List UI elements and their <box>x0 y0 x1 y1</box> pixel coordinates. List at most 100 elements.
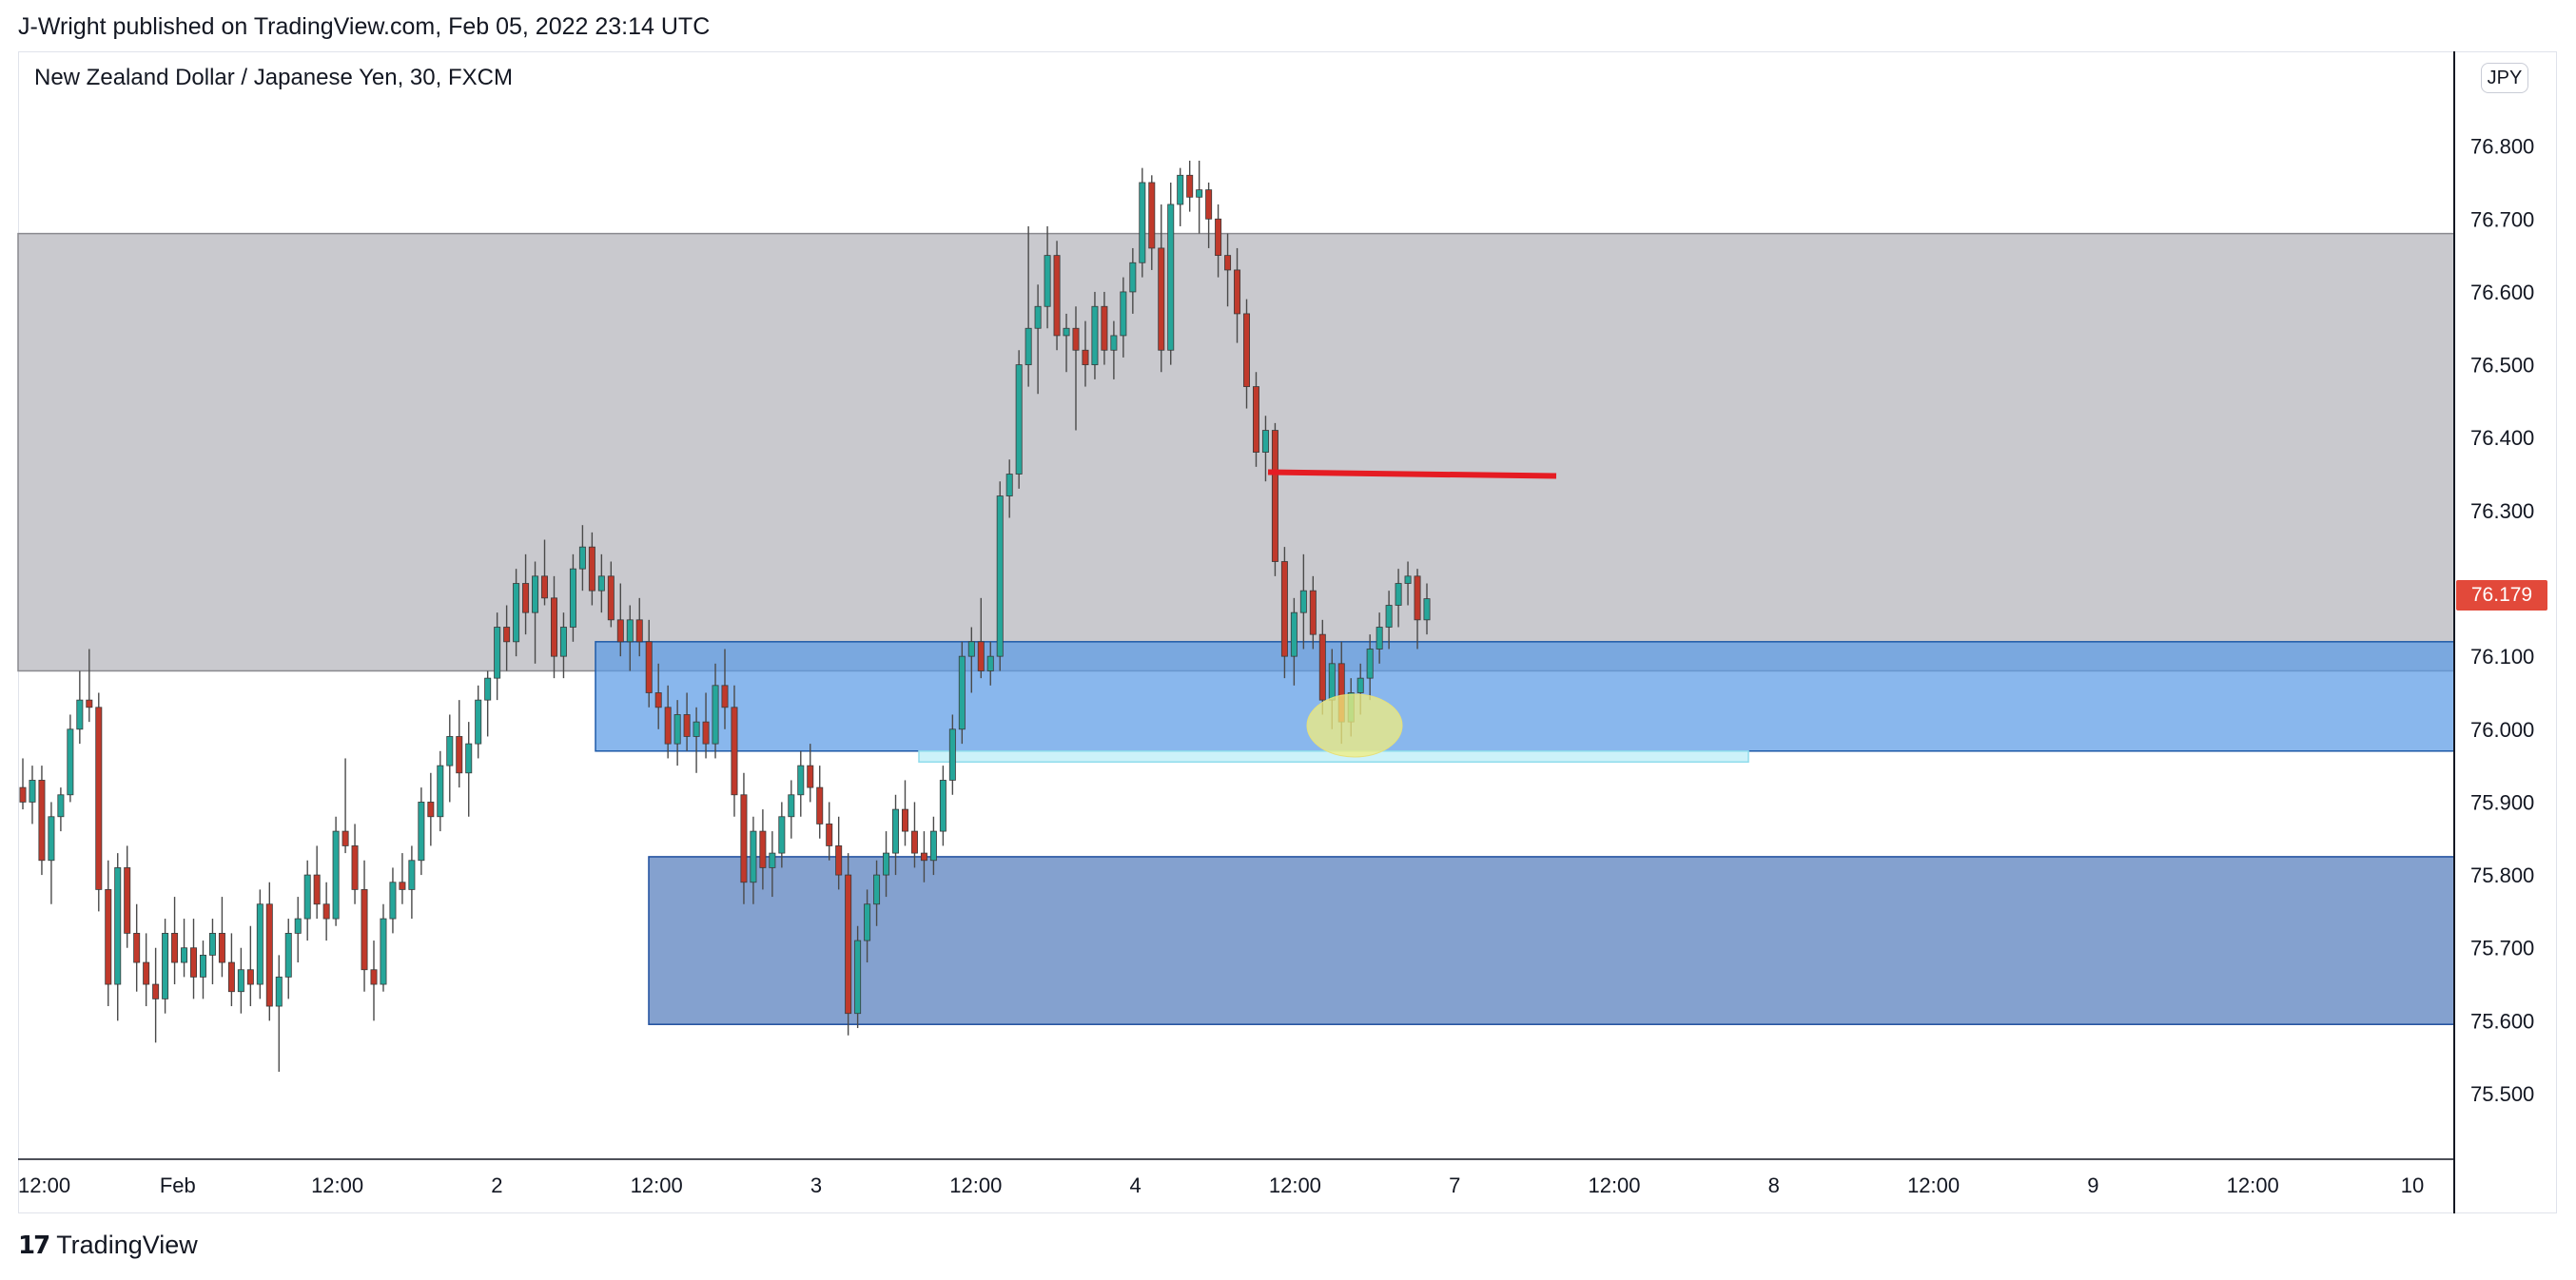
candle <box>503 605 511 671</box>
candle-body <box>475 699 482 745</box>
candle-body <box>996 495 1004 657</box>
candle <box>645 619 653 708</box>
time-tick-label: 12:00 <box>631 1173 683 1197</box>
candle <box>105 860 112 1007</box>
time-tick-label: 2 <box>491 1173 502 1197</box>
candle <box>86 649 93 723</box>
candle-body <box>788 794 795 818</box>
candle <box>275 955 283 1073</box>
candle <box>1224 233 1232 307</box>
horizontal-marker-line <box>1267 469 1557 479</box>
candle-body <box>1167 204 1175 351</box>
candle-body <box>845 874 852 1015</box>
candle <box>322 882 330 941</box>
candle <box>1318 619 1326 715</box>
time-tick-label: 12:00 <box>949 1173 1002 1197</box>
candle-body <box>1025 327 1032 365</box>
candle <box>256 889 263 999</box>
candle-body <box>370 969 378 985</box>
candle-body <box>1158 247 1165 351</box>
candle-body <box>597 575 605 592</box>
candle-body <box>673 714 681 745</box>
candle <box>873 860 881 926</box>
candle-body <box>578 546 586 570</box>
candle <box>578 525 586 592</box>
candle-body <box>986 655 994 671</box>
candle <box>1309 575 1317 650</box>
candle <box>1376 612 1383 664</box>
candle-body <box>162 933 169 999</box>
time-tick-label: 12:00 <box>311 1173 363 1197</box>
price-tick-label: 75.700 <box>2470 937 2534 960</box>
candle <box>389 867 397 934</box>
candle <box>408 845 416 920</box>
time-tick-label: 7 <box>1449 1173 1460 1197</box>
candle <box>901 780 908 846</box>
candle <box>1005 459 1013 518</box>
candle <box>654 663 662 729</box>
candle-body <box>901 808 908 832</box>
candle <box>152 947 160 1043</box>
candle-body <box>712 685 719 745</box>
candle-body <box>342 830 349 846</box>
candle-body <box>143 961 150 985</box>
candle <box>1186 160 1194 212</box>
candle <box>380 903 387 992</box>
candle <box>143 933 150 1007</box>
candle <box>67 714 74 803</box>
candle-body <box>446 736 454 766</box>
candle-body <box>1234 269 1241 315</box>
candle-body <box>1356 677 1364 693</box>
candle <box>845 853 852 1036</box>
candle-body <box>1423 598 1431 621</box>
candle <box>1167 182 1175 365</box>
candles-layer <box>19 160 1431 1073</box>
candle <box>616 583 624 657</box>
candle <box>826 802 833 861</box>
candle-body <box>1376 627 1383 650</box>
candle-body <box>559 627 567 657</box>
candle <box>948 714 956 795</box>
candle-body <box>208 933 216 956</box>
candle-body <box>1252 386 1259 453</box>
candle <box>494 612 501 701</box>
candle-body <box>380 918 387 985</box>
currency-badge[interactable]: JPY <box>2481 63 2528 93</box>
candle-body <box>1385 605 1393 628</box>
candle <box>1120 277 1127 358</box>
candle <box>929 816 937 876</box>
candle-body <box>1366 649 1374 679</box>
candle <box>57 787 65 832</box>
candle <box>19 758 27 810</box>
candle <box>1271 422 1278 576</box>
candle <box>607 561 615 628</box>
footer-brand[interactable]: 17 TradingView <box>18 1231 198 1260</box>
candle <box>332 816 340 926</box>
candle-body <box>437 765 444 818</box>
candle-body <box>503 627 511 643</box>
price-tick-label: 75.900 <box>2470 790 2534 814</box>
candle-body <box>1053 255 1061 337</box>
candle-body <box>759 830 767 868</box>
candle-body <box>1091 305 1099 365</box>
candle <box>246 925 254 1007</box>
candle <box>1034 284 1042 395</box>
candle-body <box>1034 305 1042 329</box>
last-price-tag: 76.179 <box>2456 580 2547 611</box>
demand-zone-upper <box>595 641 2455 752</box>
candle <box>626 605 634 671</box>
candle-body <box>152 983 160 999</box>
candle <box>418 787 425 876</box>
candle-body <box>1414 575 1421 621</box>
price-tick-label: 76.400 <box>2470 426 2534 450</box>
candle <box>532 561 539 664</box>
candle-body <box>284 933 292 978</box>
candle <box>1053 241 1061 351</box>
candle-body <box>920 852 927 862</box>
candle <box>265 882 273 1021</box>
candle <box>769 831 776 898</box>
candle <box>986 641 994 686</box>
time-tick-label: 12:00 <box>18 1173 70 1197</box>
candle <box>1015 350 1023 489</box>
